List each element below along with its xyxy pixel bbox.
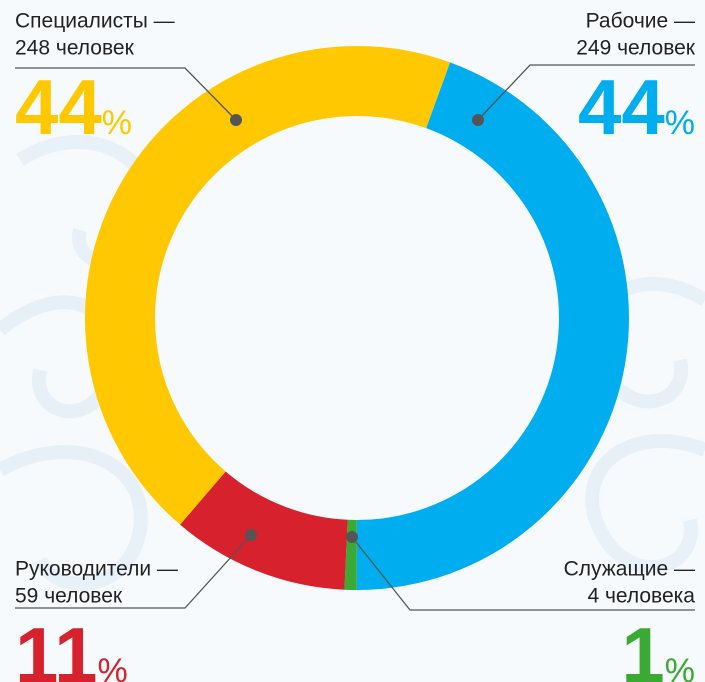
percent-number: 44 [15, 63, 102, 151]
percent-number: 1 [621, 611, 664, 682]
value-label: 248 человек [15, 37, 135, 60]
value-label: 249 человек [576, 37, 696, 60]
leader-line [15, 534, 252, 609]
donut-segment [180, 471, 348, 590]
percent-unit: % [97, 652, 127, 682]
callout-dot [245, 529, 257, 541]
percent-unit: % [665, 652, 695, 682]
callout-dot [472, 114, 484, 126]
leader-line [15, 67, 237, 121]
category-label: Рабочие — [586, 10, 695, 33]
donut-segment [356, 62, 630, 591]
category-label: Руководители — [15, 558, 178, 581]
percent-number: 11 [15, 611, 97, 682]
percent-unit: % [102, 104, 132, 142]
percent-label: 44% [578, 63, 695, 151]
category-label: Специалисты — [15, 10, 175, 33]
leader-line [351, 536, 695, 611]
percent-label: 11% [15, 611, 128, 682]
callout-dot [230, 114, 242, 126]
leader-line [477, 64, 695, 121]
donut-segment [85, 46, 451, 525]
percent-unit: % [665, 104, 695, 142]
value-label: 59 человек [15, 585, 123, 608]
category-label: Служащие — [564, 558, 695, 581]
percent-label: 44% [15, 63, 132, 151]
callout-dot [346, 531, 358, 543]
percent-number: 44 [578, 63, 665, 151]
value-label: 4 человека [587, 585, 695, 608]
percent-label: 1% [621, 611, 695, 682]
